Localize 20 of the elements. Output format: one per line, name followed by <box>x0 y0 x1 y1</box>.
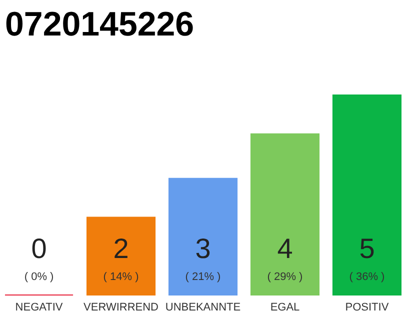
x-tick-label: NEGATIV <box>15 302 64 314</box>
chart-title: 0720145226 <box>5 6 194 44</box>
annotation: 4 <box>277 233 293 264</box>
data-label: ( 0% ) <box>24 271 54 283</box>
bar <box>86 216 156 296</box>
x-tick-label: POSITIV <box>345 302 390 314</box>
data-label: ( 36% ) <box>349 271 385 283</box>
annotation: 0 <box>31 233 47 264</box>
bar <box>250 133 320 296</box>
bar <box>168 178 238 296</box>
x-tick-label: UNBEKANNTE <box>165 302 241 314</box>
data-label: ( 21% ) <box>185 271 221 283</box>
data-label: ( 14% ) <box>103 271 139 283</box>
x-tick-label: VERWIRREND <box>84 302 159 314</box>
x-tick-label: EGAL <box>270 302 300 314</box>
annotation: 2 <box>113 233 129 264</box>
bar <box>332 94 402 296</box>
annotation: 5 <box>359 233 375 264</box>
annotation: 3 <box>195 233 211 264</box>
data-label: ( 29% ) <box>267 271 303 283</box>
